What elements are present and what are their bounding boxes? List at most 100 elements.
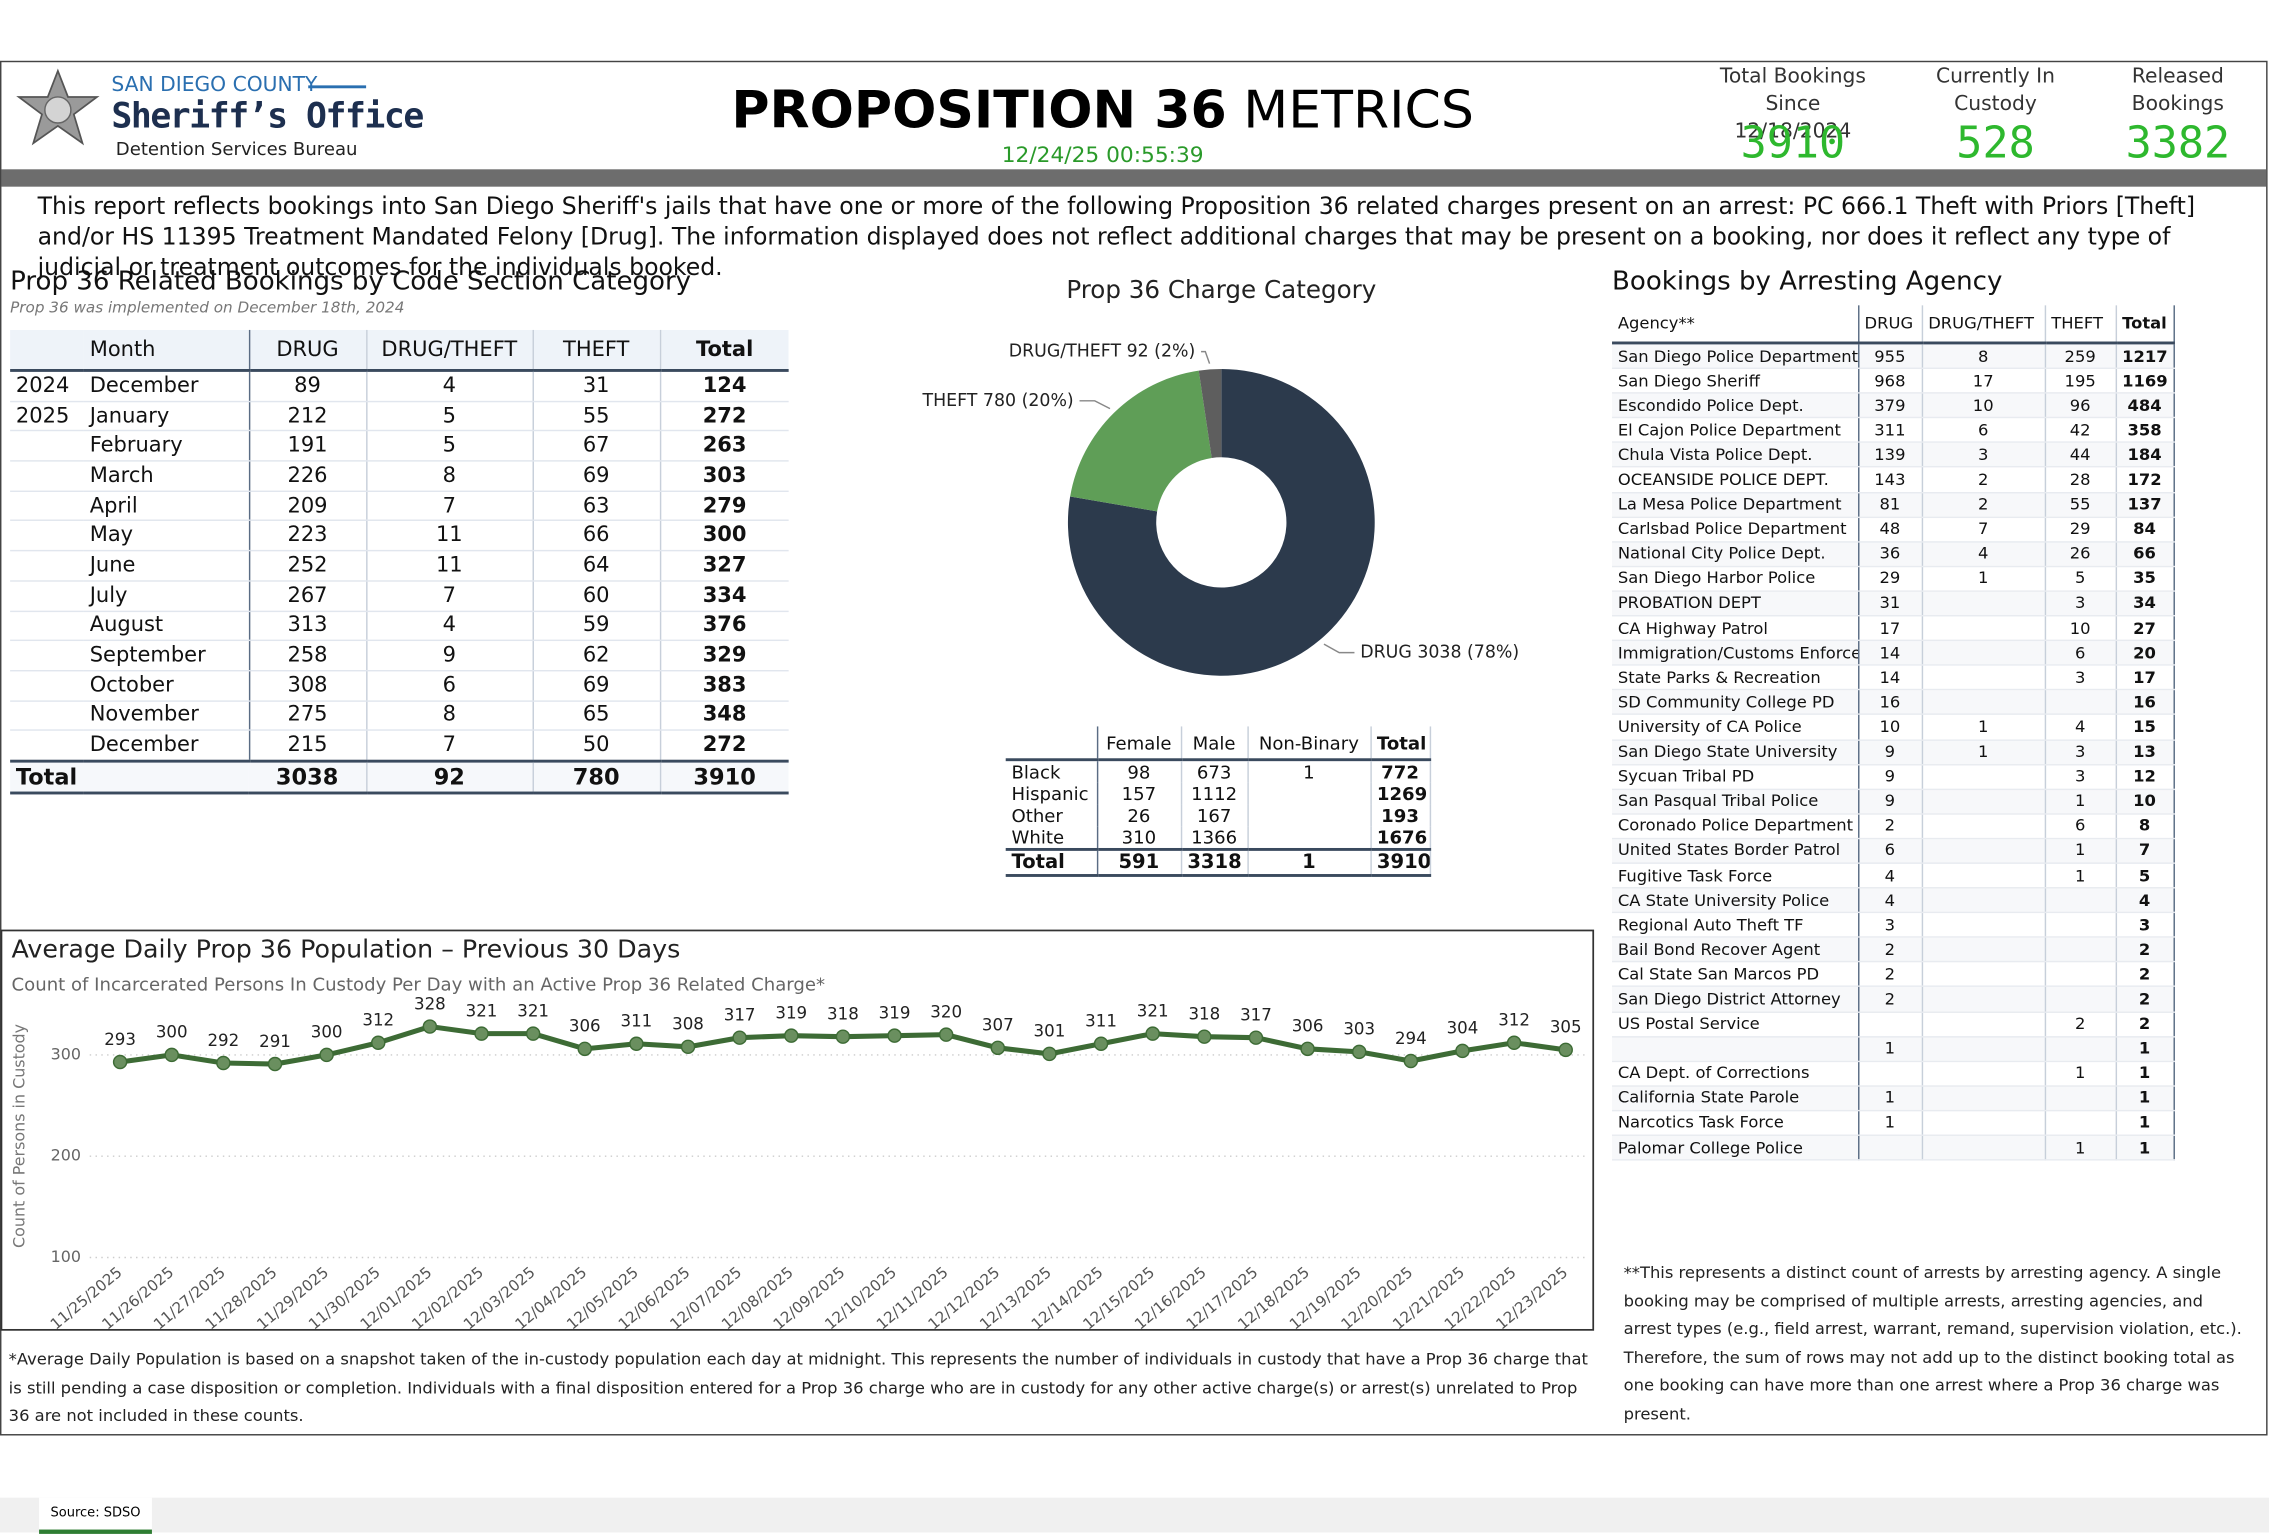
agency-table: Agency** DRUG DRUG/THEFT THEFT Total San Dieg… bbox=[1612, 305, 2175, 1161]
table-cell: SD Community College PD bbox=[1612, 689, 1859, 716]
table-row: California State Parole 1 1 bbox=[1612, 1085, 2175, 1112]
table-cell bbox=[2044, 912, 2117, 939]
table-cell: 9 bbox=[1858, 764, 1923, 790]
table-cell: 1 bbox=[2115, 1036, 2175, 1062]
table-cell: 2 bbox=[1921, 467, 2046, 493]
table-cell: 139 bbox=[1858, 442, 1923, 469]
donut-slice bbox=[1198, 369, 1222, 458]
table-cell bbox=[1921, 912, 2046, 939]
data-label: 305 bbox=[1550, 1018, 1582, 1037]
kpi-value: 3910 bbox=[1740, 118, 1846, 170]
table-cell bbox=[1921, 1036, 2046, 1062]
data-point bbox=[1197, 1029, 1212, 1044]
agency-title: Bookings by Arresting Agency bbox=[1612, 266, 2003, 297]
header-cell: DRUG/THEFT bbox=[366, 329, 534, 372]
header-cell bbox=[1005, 726, 1098, 762]
header-cell: Female bbox=[1096, 726, 1182, 762]
table-row: Carlsbad Police Department 48 7 29 84 bbox=[1612, 516, 2175, 543]
table-cell: 16 bbox=[1858, 689, 1923, 716]
table-cell: 5 bbox=[366, 431, 534, 462]
table-cell: Palomar College Police bbox=[1612, 1135, 1859, 1161]
table-cell: 2 bbox=[2115, 937, 2175, 963]
table-row: San Diego Sheriff 968 17 195 1169 bbox=[1612, 368, 2175, 394]
table-cell: 215 bbox=[248, 730, 367, 762]
data-label: 292 bbox=[207, 1031, 239, 1050]
table-body: San Diego Police Department 955 8 259 1217 Sa… bbox=[1612, 342, 2175, 1161]
header-row: Month DRUG DRUG/THEFT THEFT Total bbox=[10, 329, 789, 372]
y-tick-label: 300 bbox=[51, 1044, 81, 1063]
table-cell: 8 bbox=[366, 460, 534, 492]
table-cell: 6 bbox=[2044, 640, 2117, 666]
table-cell: Coronado Police Department bbox=[1612, 813, 1859, 840]
table-cell: December bbox=[83, 370, 250, 402]
table-cell: 4 bbox=[2115, 887, 2175, 914]
table-cell: 327 bbox=[659, 550, 789, 582]
table-cell: El Cajon Police Department bbox=[1612, 417, 1859, 444]
table-cell bbox=[10, 610, 84, 642]
table-cell: 36 bbox=[1858, 541, 1923, 568]
table-row: Black 98 673 1 772 bbox=[1005, 759, 1431, 783]
table-cell: 12 bbox=[2115, 764, 2175, 790]
data-point bbox=[525, 1026, 541, 1041]
table-cell: 308 bbox=[248, 670, 367, 702]
table-cell: Bail Bond Recover Agent bbox=[1612, 937, 1859, 963]
table-row: Regional Auto Theft TF 3 3 bbox=[1612, 912, 2175, 939]
table-row: OCEANSIDE POLICE DEPT. 143 2 28 172 bbox=[1612, 467, 2175, 493]
demographics-table: Female Male Non-Binary Total Black 98 673 1 772 H… bbox=[1005, 726, 1431, 877]
table-cell: 17 bbox=[1858, 615, 1923, 642]
table-cell: 252 bbox=[248, 550, 367, 582]
leader-line bbox=[1323, 643, 1355, 654]
title-rest: METRICS bbox=[1243, 81, 1474, 141]
table-cell bbox=[1921, 788, 2046, 815]
table-cell: San Diego State University bbox=[1612, 739, 1859, 765]
total-cell: 3038 bbox=[248, 759, 367, 794]
table-cell: 968 bbox=[1858, 368, 1923, 394]
table-cell: 8 bbox=[1921, 342, 2046, 370]
table-cell: 272 bbox=[659, 401, 789, 432]
table-cell: 1 bbox=[2044, 1061, 2117, 1087]
slice-label: THEFT 780 (20%) bbox=[922, 391, 1074, 411]
table-cell: 35 bbox=[2115, 566, 2175, 592]
table-cell: 29 bbox=[2044, 516, 2117, 543]
table-cell: January bbox=[83, 401, 250, 432]
table-cell: La Mesa Police Department bbox=[1612, 492, 1859, 518]
table-cell: 1 bbox=[2044, 863, 2117, 889]
header-cell: DRUG/THEFT bbox=[1921, 305, 2046, 345]
data-point bbox=[1093, 1036, 1109, 1052]
table-cell: June bbox=[83, 550, 250, 582]
data-point bbox=[577, 1041, 593, 1057]
title-bold: PROPOSITION 36 bbox=[731, 81, 1227, 141]
kpi-value: 3382 bbox=[2125, 118, 2231, 170]
table-cell bbox=[10, 550, 84, 582]
table-cell: University of CA Police bbox=[1612, 714, 1859, 741]
table-cell: 1 bbox=[1921, 739, 2046, 765]
table-cell: 5 bbox=[366, 401, 534, 432]
data-label: 293 bbox=[104, 1030, 136, 1049]
total-cell: 92 bbox=[366, 759, 534, 794]
table-cell: 81 bbox=[1858, 492, 1923, 518]
table-cell: 329 bbox=[659, 640, 789, 672]
table-cell: 63 bbox=[532, 490, 661, 522]
table-cell: 2 bbox=[2115, 1011, 2175, 1038]
table-cell: 31 bbox=[532, 370, 661, 402]
table-row: June 252 11 64 327 bbox=[10, 550, 789, 582]
table-cell: 6 bbox=[2044, 813, 2117, 840]
chart-frame bbox=[0, 929, 1595, 1331]
table-cell: Escondido Police Dept. bbox=[1612, 393, 1859, 419]
table-cell: 15 bbox=[2115, 714, 2175, 741]
table-row: Escondido Police Dept. 379 10 96 484 bbox=[1612, 393, 2175, 419]
table-cell: 29 bbox=[1858, 566, 1923, 592]
source-tab[interactable]: Source: SDSO bbox=[39, 1497, 152, 1534]
table-cell: 9 bbox=[366, 640, 534, 672]
table-row: State Parks & Recreation 14 3 17 bbox=[1612, 665, 2175, 691]
table-cell: 124 bbox=[659, 370, 789, 402]
table-cell bbox=[10, 520, 84, 552]
table-row: Sycuan Tribal PD 9 3 12 bbox=[1612, 764, 2175, 790]
table-cell: 10 bbox=[2044, 615, 2117, 642]
table-cell: 272 bbox=[659, 730, 789, 762]
monthly-title: Prop 36 Related Bookings by Code Section… bbox=[10, 266, 692, 297]
table-cell: 7 bbox=[1921, 516, 2046, 543]
slice-label: DRUG/THEFT 92 (2%) bbox=[1009, 342, 1196, 362]
table-cell bbox=[2044, 1085, 2117, 1112]
